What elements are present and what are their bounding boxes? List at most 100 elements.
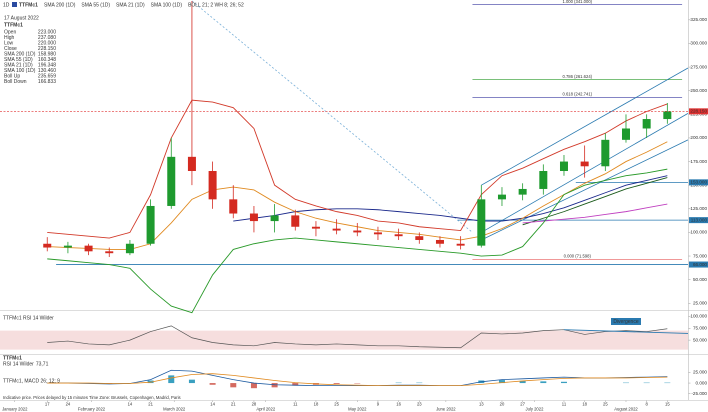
fib-label: 0.000 (71.598) (564, 253, 592, 258)
indicator-label: BOLL 21; 2 WH 8; 26; 52 (188, 2, 244, 8)
fib-label: 0.618 (242.741) (562, 92, 592, 97)
x-tick-label: 28 (252, 402, 257, 407)
candle-body (601, 139, 610, 167)
rsi-band (0, 330, 688, 350)
info-value: 160.348 (38, 57, 56, 63)
macd-histogram-bar (230, 383, 237, 388)
x-tick-label: 20 (500, 402, 505, 407)
macd-histogram-bar (188, 379, 195, 384)
info-value: 196.348 (38, 62, 56, 68)
y-tick-label: 300.000 (690, 41, 707, 46)
x-tick-label: 21 (231, 402, 236, 407)
indicator-line (233, 175, 668, 222)
candle-body (187, 156, 196, 172)
x-tick-label: 17 (45, 402, 50, 407)
x-month-label: June 2022 (436, 407, 456, 412)
macd-histogram-bar (209, 383, 216, 385)
candle-body (84, 245, 93, 252)
info-label: Boll Up (4, 73, 20, 79)
x-month-label: January 2022 (2, 407, 28, 412)
macd-histogram-bar (333, 383, 340, 384)
panel-title: TTFMc1 RSI 14 Wilder (3, 315, 54, 321)
macd-histogram-bar (292, 383, 299, 386)
macd-histogram-bar (168, 375, 175, 384)
x-tick-label: 11 (293, 402, 298, 407)
info-value: 223.000 (38, 29, 56, 35)
axis-value-label: 66.000 (693, 262, 707, 267)
y-tick-label: 250.000 (690, 88, 707, 93)
y-tick-label: -25.000 (691, 391, 707, 396)
axis-value-box (689, 217, 708, 224)
candle-body (642, 119, 651, 129)
rsi-last: 73,71 (36, 361, 49, 367)
overlay: 1D TTFMc1 17 August 2022 TTFMc1 Indicati… (2, 2, 641, 400)
axis-value-label: 153.000 (690, 180, 707, 185)
candle-body (518, 188, 527, 195)
info-box (2, 14, 58, 90)
annotation-label: Divergence (613, 319, 639, 325)
indicator-line (47, 168, 668, 314)
info-label: SMA 100 (1D) (4, 68, 36, 74)
info-label: SMA 200 (1D) (4, 51, 36, 57)
x-month-label: July 2022 (525, 407, 544, 412)
info-label: Boll Down (4, 79, 27, 85)
candle-body (167, 156, 176, 206)
candle-body (373, 232, 382, 235)
info-value: 158.980 (38, 51, 56, 57)
candle-body (415, 236, 424, 240)
y-tick-label: 25.000 (693, 300, 707, 305)
indicator-line (47, 99, 668, 239)
trend-line (481, 67, 689, 186)
axis-value-box (689, 179, 708, 186)
panel-symbol: TTFMc1 (3, 355, 22, 361)
candle-body (497, 194, 506, 200)
axis-value-box (689, 108, 708, 115)
indicator-label: SMA 200 (1D) (44, 2, 76, 8)
y-tick-label: 100.000 (690, 314, 707, 319)
macd-histogram-bar (540, 381, 547, 384)
x-month-label: April 2022 (256, 407, 276, 412)
y-tick-label: 75.000 (693, 325, 707, 330)
candle-body (332, 228, 341, 231)
annotation-box (610, 318, 641, 325)
y-tick-label: 200.000 (690, 135, 707, 140)
macd-histogram-bar (560, 381, 567, 384)
candle-body (105, 251, 114, 254)
candle-body (311, 226, 320, 229)
x-month-label: May 2022 (348, 407, 367, 412)
candle-body (291, 215, 300, 227)
x-tick-label: 21 (148, 402, 153, 407)
y-tick-label: 50.000 (693, 277, 707, 282)
candle-body (435, 239, 444, 244)
y-tick-label: 325.000 (690, 17, 707, 22)
axis-value-box (689, 261, 708, 268)
info-label: SMA 55 (1D) (4, 57, 33, 63)
y-tick-label: 75.000 (693, 253, 707, 258)
candle-body (559, 161, 568, 172)
x-tick-label: 11 (562, 402, 567, 407)
trend-line (191, 0, 473, 233)
info-value: 228.150 (38, 46, 56, 52)
candle-body (249, 213, 258, 222)
fib-label: 0.786 (261.624) (562, 74, 592, 79)
info-value: 166.833 (38, 79, 56, 85)
macd-histogram-bar (498, 380, 505, 384)
axis-value-label: 113.000 (691, 217, 708, 222)
x-month-label: August 2022 (614, 407, 638, 412)
y-tick-label: 125.000 (690, 206, 707, 211)
x-tick-label: 13 (479, 402, 484, 407)
indicator-line (522, 203, 668, 224)
x-tick-label: 23 (417, 402, 422, 407)
candle-body (63, 245, 72, 248)
x-tick-label: 14 (210, 402, 215, 407)
toolbar-symbol: TTFMc1 (19, 2, 38, 8)
panel-title: TTFMc1, MACD 26; 12; 9 (3, 378, 60, 384)
x-tick-label: 25 (603, 402, 608, 407)
candle-body (539, 171, 548, 189)
candle-body (125, 243, 134, 254)
candle-body (43, 243, 52, 248)
x-tick-label: 8 (645, 402, 648, 407)
candle-body (580, 161, 589, 167)
indicator-label: SMA 55 (1D) (81, 2, 110, 8)
y-tick-label: 50.000 (693, 337, 707, 342)
